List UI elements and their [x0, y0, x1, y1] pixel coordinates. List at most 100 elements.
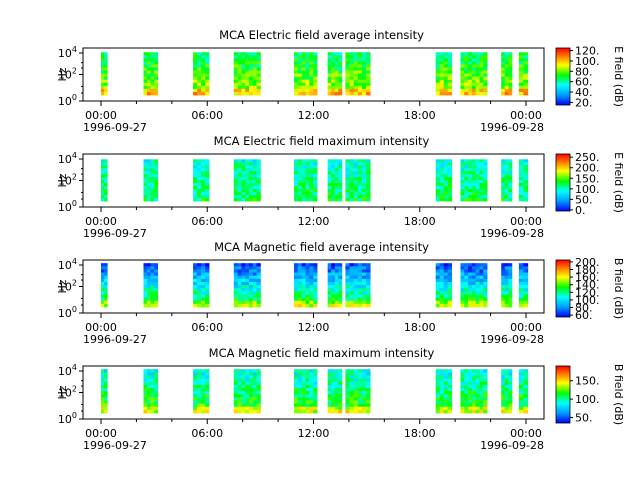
- heatmap-cell: [237, 266, 242, 270]
- y-tick-label: 102: [58, 279, 77, 294]
- colorbar-tick-label: 100.: [575, 55, 600, 68]
- heatmap-cell: [435, 378, 441, 383]
- heatmap-cell: [523, 174, 529, 178]
- heatmap-cell: [357, 278, 363, 283]
- heatmap-cell: [248, 195, 254, 199]
- heatmap-cell: [366, 391, 371, 395]
- heatmap-cell: [349, 168, 355, 172]
- heatmap-cell: [508, 275, 513, 280]
- heatmap-cell: [508, 291, 513, 295]
- heatmap-cell: [201, 180, 206, 184]
- heatmap-cell: [338, 174, 343, 178]
- heatmap-cell: [483, 375, 488, 379]
- heatmap-cell: [460, 183, 465, 187]
- heatmap-cell: [366, 91, 371, 96]
- heatmap-cell: [201, 165, 206, 169]
- heatmap-cell: [205, 91, 210, 96]
- heatmap-cell: [248, 171, 254, 175]
- heatmap-cell: [443, 281, 449, 286]
- heatmap-cell: [504, 73, 509, 78]
- heatmap-cell: [245, 263, 250, 267]
- heatmap-cell: [205, 186, 210, 190]
- heatmap-cell: [338, 73, 343, 78]
- colorbar-tick-label: 120.: [575, 45, 600, 58]
- heatmap-cell: [143, 91, 148, 96]
- heatmap-cell: [366, 281, 371, 286]
- heatmap-cell: [233, 183, 238, 187]
- heatmap-cell: [353, 288, 359, 292]
- heatmap-cell: [464, 183, 469, 187]
- heatmap-cell: [353, 272, 359, 277]
- heatmap-cell: [252, 91, 257, 96]
- heatmap-cell: [248, 174, 254, 178]
- heatmap-cell: [349, 85, 355, 90]
- heatmap-cell: [357, 294, 363, 299]
- heatmap-cell: [256, 186, 261, 190]
- heatmap-cell: [439, 180, 445, 184]
- heatmap-cell: [233, 76, 238, 81]
- heatmap-cell: [439, 275, 445, 280]
- heatmap-cell: [252, 409, 257, 414]
- heatmap-cell: [353, 58, 359, 62]
- heatmap-cell: [361, 369, 367, 373]
- heatmap-cell: [479, 64, 484, 68]
- heatmap-cell: [349, 297, 355, 302]
- heatmap-cell: [518, 76, 524, 81]
- heatmap-cell: [464, 180, 469, 184]
- heatmap-cell: [143, 67, 148, 71]
- heatmap-cell: [205, 88, 210, 93]
- heatmap-cell: [345, 288, 350, 292]
- heatmap-cell: [237, 165, 242, 169]
- heatmap-cell: [501, 183, 506, 187]
- heatmap-cell: [294, 403, 299, 408]
- heatmap-cell: [523, 288, 529, 292]
- heatmap-cell: [471, 387, 477, 392]
- heatmap-cell: [252, 55, 257, 59]
- heatmap-cell: [353, 171, 359, 175]
- heatmap-cell: [297, 400, 303, 405]
- heatmap-cell: [147, 168, 151, 172]
- heatmap-cell: [349, 369, 355, 373]
- heatmap-cell: [443, 375, 449, 379]
- heatmap-cell: [237, 403, 242, 408]
- heatmap-cell: [297, 297, 303, 302]
- heatmap-cell: [468, 171, 473, 175]
- heatmap-cell: [301, 387, 306, 392]
- heatmap-cell: [104, 55, 108, 59]
- heatmap-cell: [150, 174, 155, 178]
- heatmap-cell: [101, 263, 105, 267]
- heatmap-cell: [297, 394, 303, 398]
- heatmap-cell: [504, 285, 509, 289]
- heatmap-cell: [501, 55, 506, 59]
- heatmap-cell: [464, 300, 469, 305]
- heatmap-cell: [357, 171, 363, 175]
- heatmap-cell: [327, 91, 332, 96]
- heatmap-cell: [443, 88, 449, 93]
- heatmap-cell: [501, 397, 506, 401]
- heatmap-cell: [245, 79, 250, 84]
- heatmap-cell: [508, 70, 513, 75]
- heatmap-cell: [366, 300, 371, 305]
- heatmap-cell: [154, 272, 159, 277]
- heatmap-cell: [197, 400, 202, 405]
- heatmap-cell: [201, 300, 206, 305]
- heatmap-cell: [468, 91, 473, 96]
- heatmap-cell: [443, 384, 449, 389]
- heatmap-cell: [193, 294, 198, 299]
- heatmap-cell: [241, 397, 246, 401]
- heatmap-cell: [294, 263, 299, 267]
- heatmap-cell: [345, 183, 350, 187]
- heatmap-cell: [331, 91, 336, 96]
- heatmap-cell: [193, 394, 198, 398]
- heatmap-cell: [508, 384, 513, 389]
- heatmap-cell: [327, 195, 332, 199]
- data-block: [345, 159, 371, 202]
- heatmap-cell: [443, 372, 449, 376]
- heatmap-cell: [237, 384, 242, 389]
- heatmap-cell: [201, 162, 206, 166]
- heatmap-cell: [331, 285, 336, 289]
- heatmap-cell: [501, 162, 506, 166]
- heatmap-cell: [197, 288, 202, 292]
- heatmap-cell: [447, 195, 453, 199]
- heatmap-cell: [353, 391, 359, 395]
